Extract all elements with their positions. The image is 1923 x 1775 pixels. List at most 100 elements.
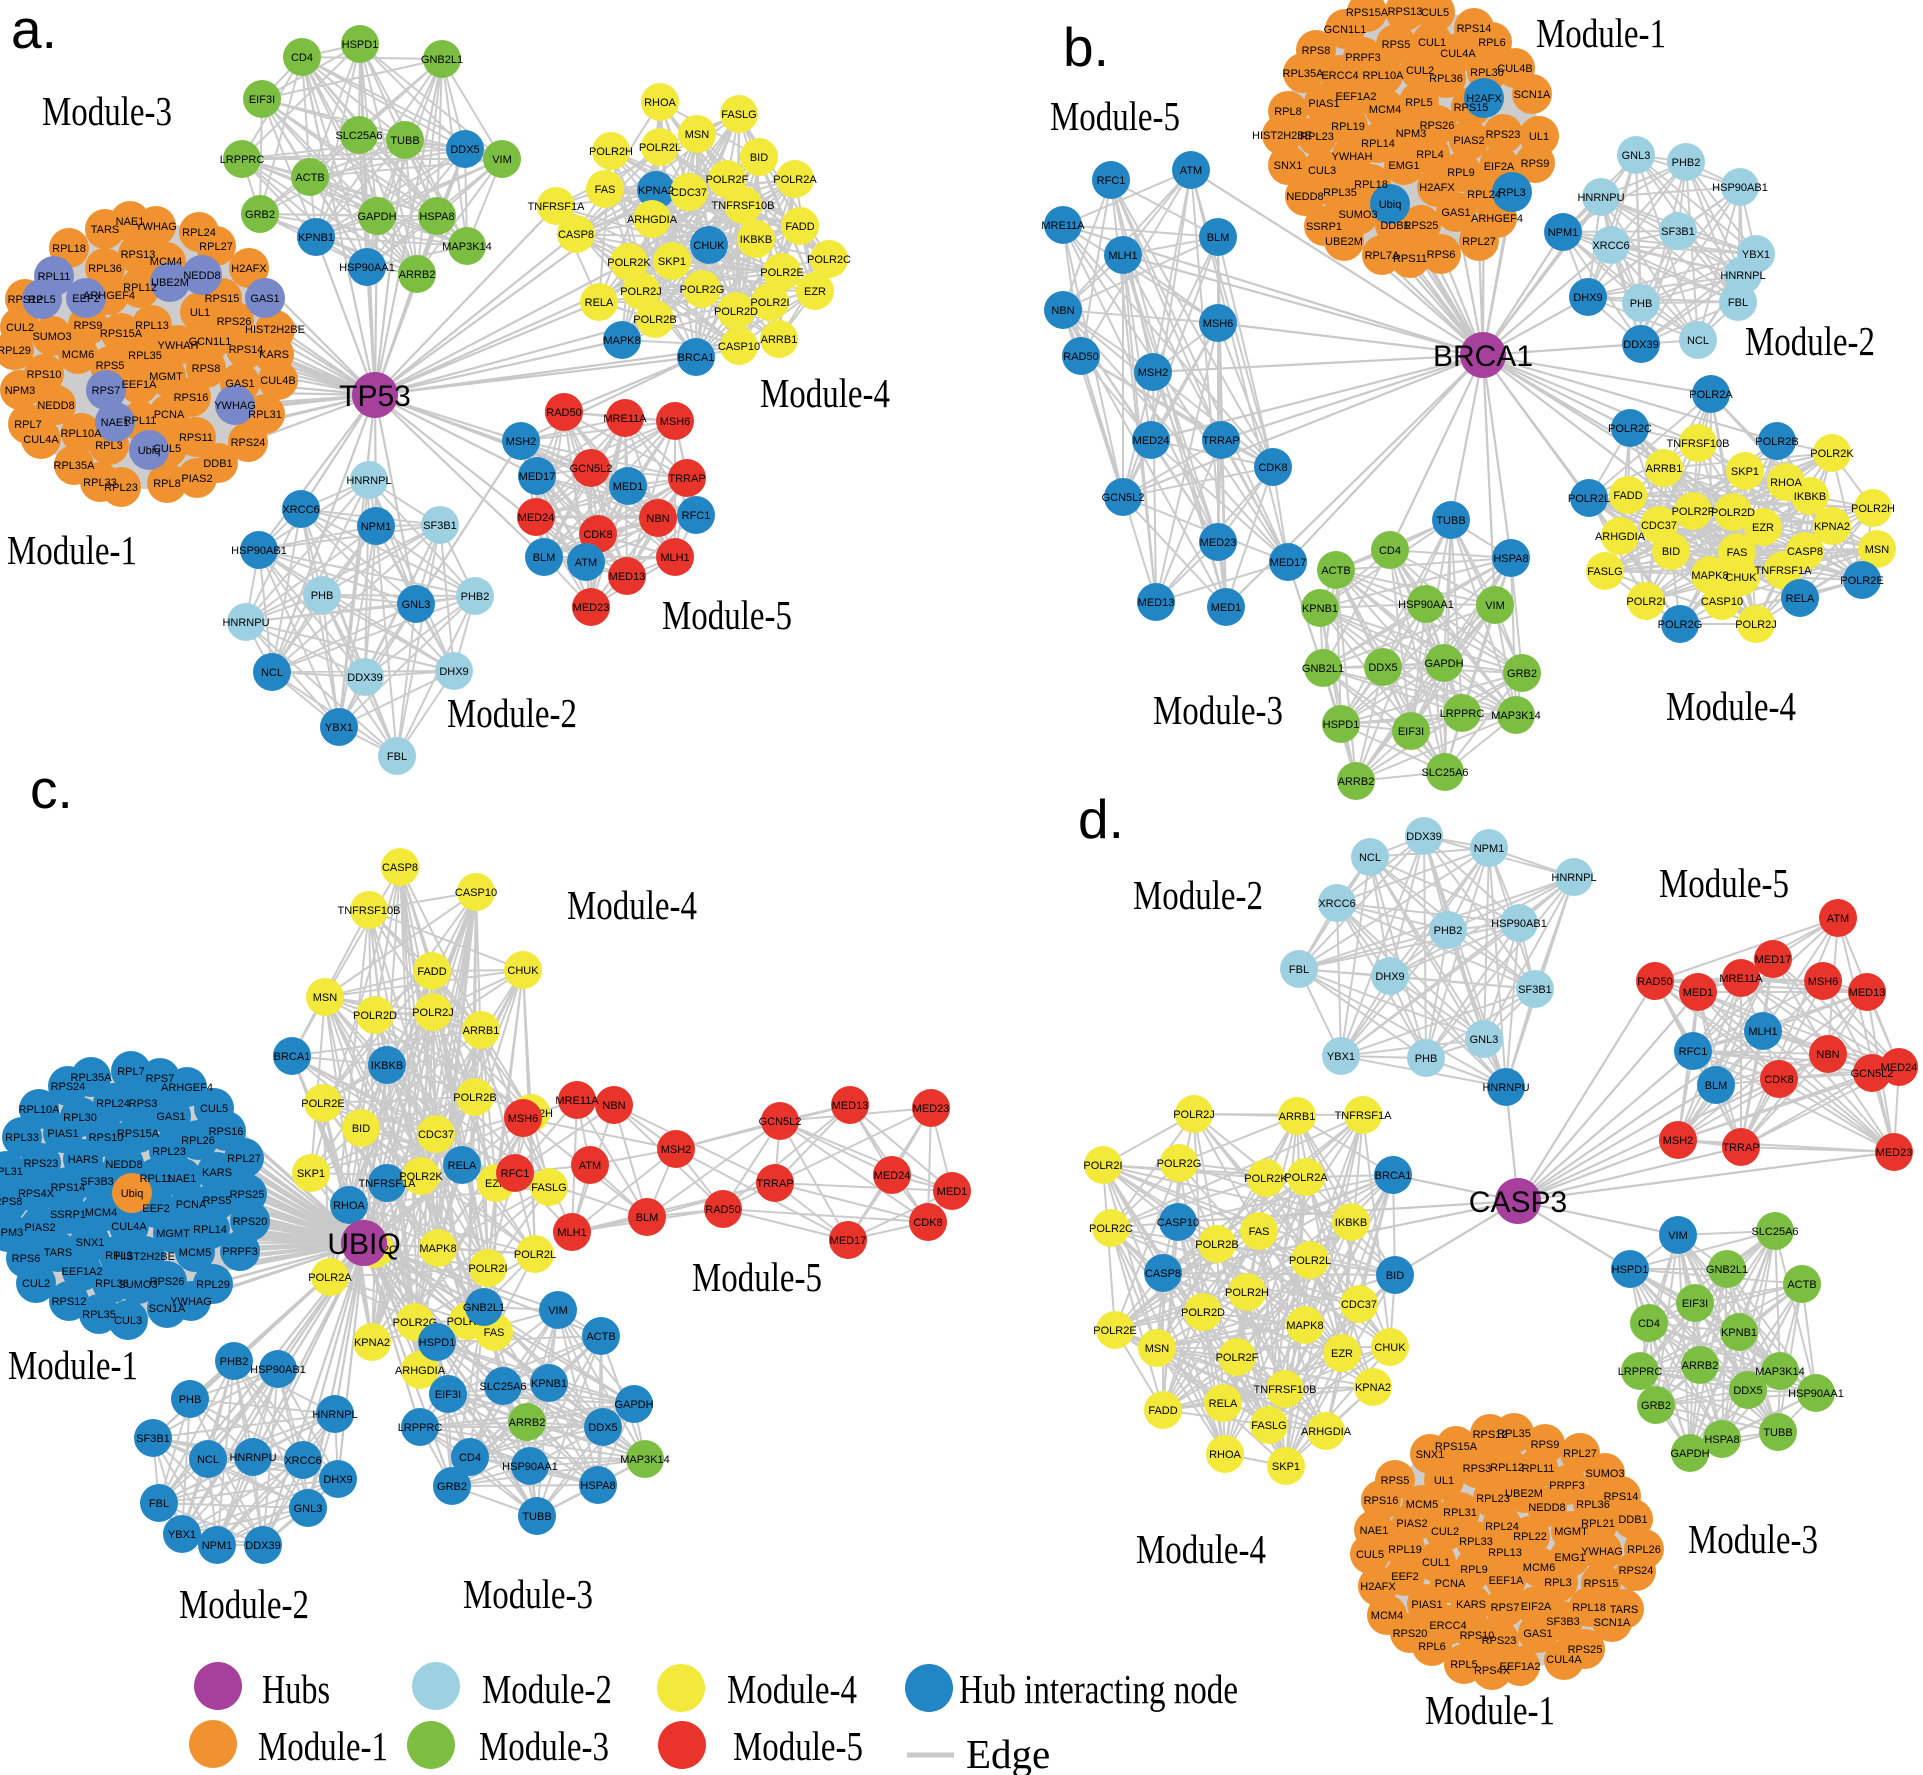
svg-text:RPS23: RPS23 — [24, 1158, 59, 1170]
svg-text:Module-1: Module-1 — [8, 1342, 138, 1388]
svg-text:KPNB1: KPNB1 — [531, 1378, 567, 1390]
svg-text:NAE1: NAE1 — [168, 1173, 197, 1185]
svg-text:ARHGDIA: ARHGDIA — [395, 1365, 446, 1377]
svg-text:CDC37: CDC37 — [1341, 1299, 1377, 1311]
svg-text:RPS25: RPS25 — [1404, 220, 1439, 232]
svg-text:RPL27: RPL27 — [1563, 1448, 1597, 1460]
svg-text:POLR2J: POLR2J — [1173, 1109, 1215, 1121]
svg-text:GRB2: GRB2 — [1641, 1400, 1671, 1412]
svg-text:HSP90AB1: HSP90AB1 — [250, 1364, 306, 1376]
svg-text:RPL18: RPL18 — [1354, 179, 1388, 191]
svg-text:PIAS2: PIAS2 — [1396, 1518, 1427, 1530]
svg-text:SUMO3: SUMO3 — [32, 331, 71, 343]
svg-text:Ubiq: Ubiq — [121, 1188, 144, 1200]
svg-text:MSH6: MSH6 — [1808, 976, 1839, 988]
svg-text:DDX39: DDX39 — [1623, 339, 1658, 351]
svg-text:ARHGDIA: ARHGDIA — [627, 214, 678, 226]
svg-text:MED1: MED1 — [613, 481, 644, 493]
svg-text:RPL30: RPL30 — [1470, 67, 1504, 79]
svg-text:NCL: NCL — [197, 1454, 219, 1466]
svg-text:RPL19: RPL19 — [1331, 121, 1365, 133]
svg-text:RPS13: RPS13 — [121, 249, 156, 261]
svg-text:NBN: NBN — [646, 513, 669, 525]
svg-text:KPNB1: KPNB1 — [1302, 603, 1338, 615]
svg-text:SF3B1: SF3B1 — [136, 1433, 170, 1445]
svg-text:CASP8: CASP8 — [382, 862, 418, 874]
svg-text:Module-3: Module-3 — [463, 1571, 593, 1617]
svg-text:RPL22: RPL22 — [1513, 1531, 1547, 1543]
svg-text:RPS26: RPS26 — [217, 316, 252, 328]
svg-text:NAE1: NAE1 — [116, 216, 145, 228]
svg-text:TRRAP: TRRAP — [668, 473, 705, 485]
svg-text:UL1: UL1 — [190, 307, 210, 319]
svg-text:CUL4A: CUL4A — [1546, 1654, 1582, 1666]
svg-text:RPS11: RPS11 — [1393, 253, 1427, 265]
svg-text:POLR2H: POLR2H — [1225, 1287, 1269, 1299]
svg-text:CD4: CD4 — [291, 52, 313, 64]
svg-text:CDK8: CDK8 — [1258, 462, 1287, 474]
svg-text:PHB: PHB — [179, 1394, 202, 1406]
svg-text:H2AFX: H2AFX — [231, 263, 267, 275]
svg-text:HSPD1: HSPD1 — [419, 1337, 456, 1349]
svg-text:SF3B1: SF3B1 — [423, 520, 457, 532]
svg-text:RPL24: RPL24 — [182, 227, 216, 239]
svg-text:RPL8: RPL8 — [1274, 106, 1302, 118]
svg-text:CUL4B: CUL4B — [260, 375, 295, 387]
svg-text:H2AFX: H2AFX — [1360, 1581, 1396, 1593]
svg-text:HSPA8: HSPA8 — [419, 211, 454, 223]
svg-text:MAPK8: MAPK8 — [603, 335, 640, 347]
svg-text:KPNB1: KPNB1 — [298, 232, 334, 244]
svg-text:HSPA8: HSPA8 — [1493, 553, 1528, 565]
svg-text:KPNA2: KPNA2 — [638, 185, 674, 197]
svg-text:MSH2: MSH2 — [661, 1144, 692, 1156]
svg-text:GNL3: GNL3 — [1470, 1034, 1499, 1046]
svg-text:RPL5: RPL5 — [1450, 1659, 1478, 1671]
svg-text:BLM: BLM — [1705, 1080, 1728, 1092]
svg-text:MLH1: MLH1 — [1748, 1026, 1777, 1038]
svg-text:NPM1: NPM1 — [361, 521, 392, 533]
svg-text:a.: a. — [11, 0, 57, 60]
svg-text:RPS9: RPS9 — [1531, 1439, 1560, 1451]
svg-text:RPS16: RPS16 — [209, 1126, 244, 1138]
svg-text:IKBKB: IKBKB — [1794, 491, 1826, 503]
svg-text:POLR2G: POLR2G — [393, 1317, 438, 1329]
svg-text:ARHGEF4: ARHGEF4 — [161, 1082, 213, 1094]
svg-text:PRPF3: PRPF3 — [1345, 52, 1380, 64]
svg-text:RFC1: RFC1 — [1679, 1046, 1708, 1058]
svg-text:CDC37: CDC37 — [418, 1129, 454, 1141]
svg-text:RPS3: RPS3 — [1463, 1463, 1492, 1475]
svg-text:CDK8: CDK8 — [583, 529, 612, 541]
svg-text:Hub interacting node: Hub interacting node — [959, 1666, 1238, 1712]
svg-text:PRPF3: PRPF3 — [1549, 1480, 1584, 1492]
svg-text:EIF3I: EIF3I — [1682, 1298, 1708, 1310]
svg-text:XRCC6: XRCC6 — [284, 1455, 321, 1467]
svg-text:HSP90AB1: HSP90AB1 — [1712, 182, 1768, 194]
svg-text:GCN5L2: GCN5L2 — [570, 463, 613, 475]
svg-text:Module-3: Module-3 — [1153, 687, 1283, 733]
svg-text:RHOA: RHOA — [333, 1200, 365, 1212]
svg-text:SF3B1: SF3B1 — [1518, 984, 1552, 996]
svg-text:FADD: FADD — [417, 966, 446, 978]
svg-text:CHUK: CHUK — [507, 965, 539, 977]
svg-text:CD4: CD4 — [1379, 545, 1401, 557]
svg-text:H2AFX: H2AFX — [1419, 182, 1455, 194]
svg-text:RHOA: RHOA — [1770, 477, 1802, 489]
svg-text:RPL35: RPL35 — [128, 350, 162, 362]
svg-text:DHX9: DHX9 — [1375, 971, 1404, 983]
svg-text:POLR2D: POLR2D — [714, 306, 758, 318]
svg-text:RPS15: RPS15 — [1584, 1578, 1619, 1590]
svg-text:RPL19: RPL19 — [1388, 1544, 1422, 1556]
svg-text:BRCA1: BRCA1 — [1375, 1170, 1412, 1182]
svg-text:HSP90AA1: HSP90AA1 — [502, 1461, 558, 1473]
svg-text:HSP90AA1: HSP90AA1 — [1398, 599, 1454, 611]
svg-text:MED13: MED13 — [1138, 597, 1175, 609]
svg-text:FADD: FADD — [1148, 1405, 1177, 1417]
svg-text:SKP1: SKP1 — [658, 256, 686, 268]
svg-text:RPL35A: RPL35A — [1283, 68, 1325, 80]
svg-text:RPL7: RPL7 — [117, 1066, 145, 1078]
svg-text:MLH1: MLH1 — [1108, 250, 1137, 262]
svg-text:GRB2: GRB2 — [245, 209, 275, 221]
svg-text:LRPPRC: LRPPRC — [1618, 1366, 1663, 1378]
svg-text:MCM4: MCM4 — [85, 1207, 117, 1219]
svg-text:POLR2A: POLR2A — [308, 1272, 352, 1284]
